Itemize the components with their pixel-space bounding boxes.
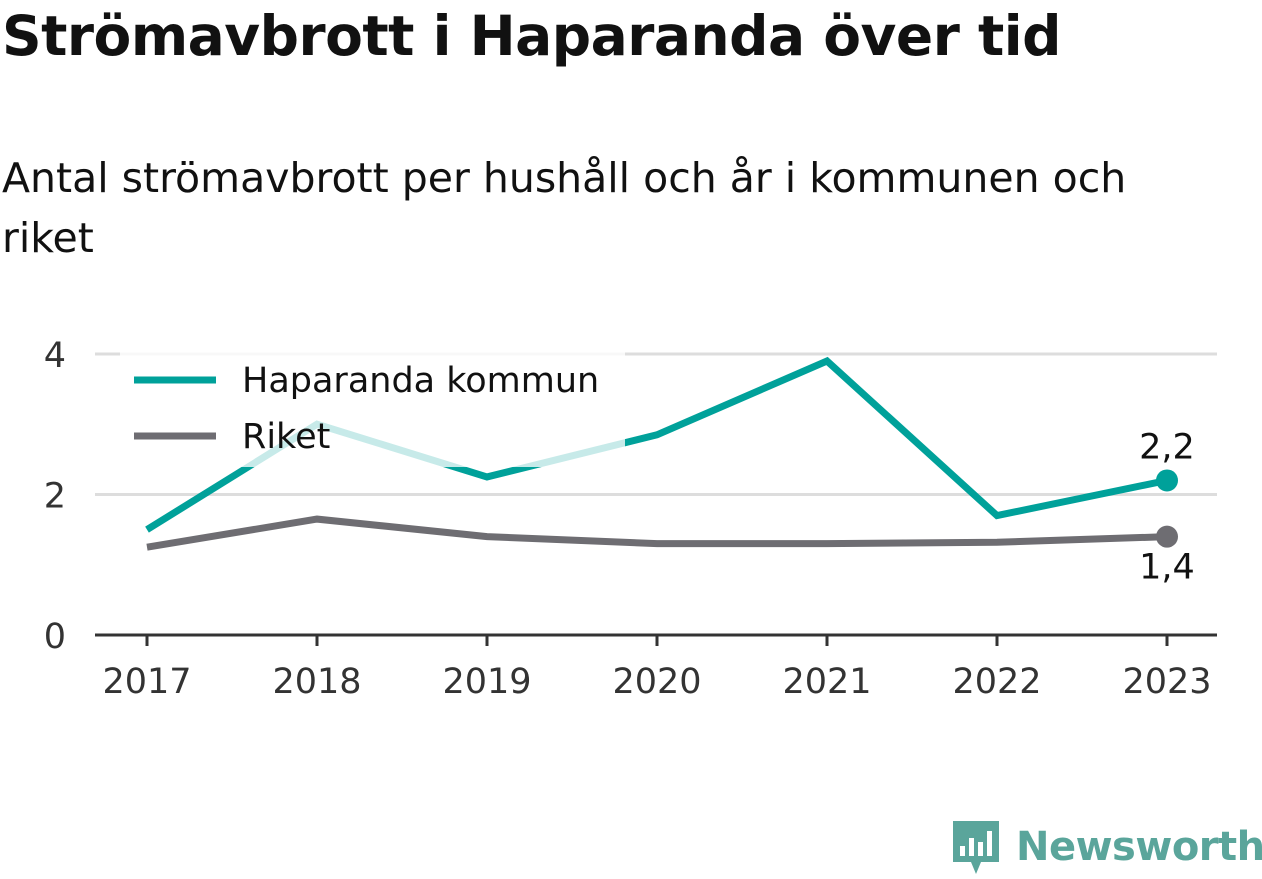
legend-background xyxy=(120,352,625,467)
legend: Haparanda kommun Riket xyxy=(120,352,625,467)
y-tick-label: 0 xyxy=(44,617,66,657)
chart-subtitle: Antal strömavbrott per hushåll och år i … xyxy=(2,154,1127,262)
x-tick-label: 2019 xyxy=(442,662,531,702)
x-axis: 2017 2018 2019 2020 2021 2022 2023 xyxy=(95,633,1217,702)
legend-label-haparanda: Haparanda kommun xyxy=(242,361,599,401)
x-tick-label: 2022 xyxy=(952,662,1041,702)
line-chart: 0 2 4 2017 2018 2019 2020 2021 2022 2023 Haparan… xyxy=(44,336,1217,702)
end-value-label: 2,2 xyxy=(1139,427,1195,467)
end-value-label: 1,4 xyxy=(1139,548,1195,588)
x-tick-label: 2023 xyxy=(1122,662,1211,702)
newsworthy-logo-icon xyxy=(953,821,999,874)
newsworthy-logo-text: Newsworthy xyxy=(1016,824,1262,870)
x-tick-label: 2018 xyxy=(272,662,361,702)
series-line-riket xyxy=(146,515,1168,551)
newsworthy-logo: Newsworthy xyxy=(950,818,1262,876)
end-point-marker xyxy=(1156,469,1178,492)
end-point-marker xyxy=(1156,525,1178,548)
x-tick-label: 2017 xyxy=(102,662,191,702)
y-tick-label: 2 xyxy=(44,477,66,517)
y-tick-label: 4 xyxy=(44,336,66,376)
legend-label-riket: Riket xyxy=(242,417,330,457)
x-tick-label: 2020 xyxy=(612,662,701,702)
end-markers: 2,2 1,4 xyxy=(1139,427,1195,587)
chart-title: Strömavbrott i Haparanda över tid xyxy=(2,4,1061,68)
y-axis-ticks: 0 2 4 xyxy=(44,336,66,657)
x-tick-label: 2021 xyxy=(782,662,871,702)
